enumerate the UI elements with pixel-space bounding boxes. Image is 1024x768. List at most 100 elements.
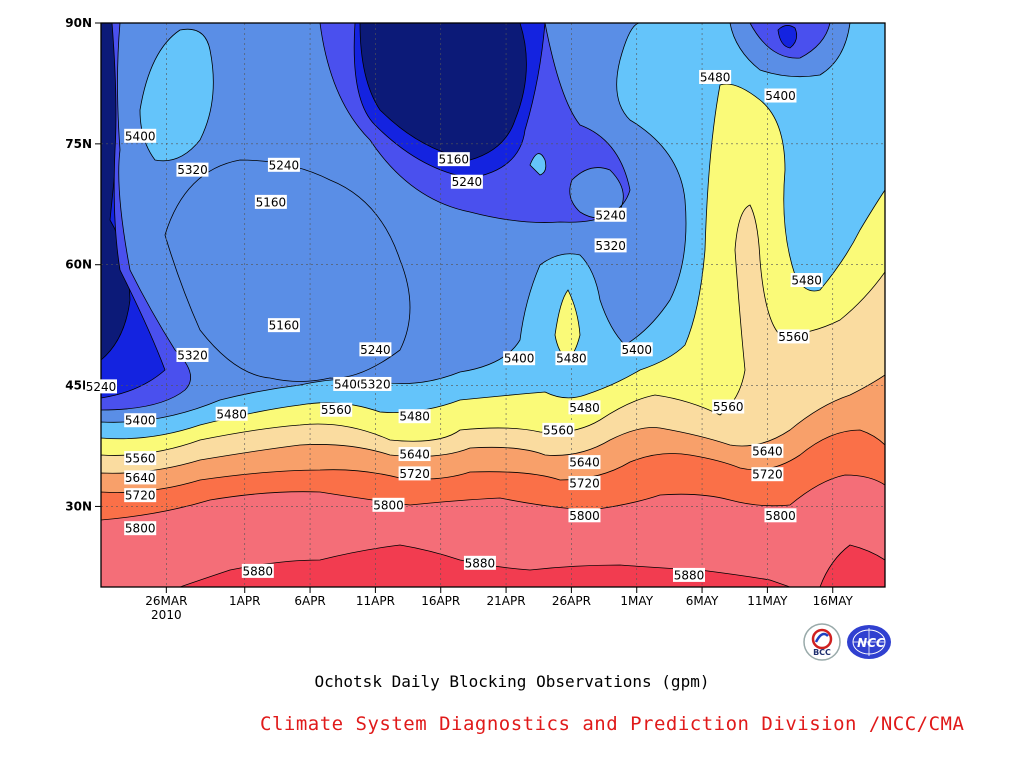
contour-label: 5400 — [504, 352, 535, 366]
contour-label-box — [124, 488, 157, 503]
x-tick-label: 11MAY — [747, 594, 788, 608]
contour-label-box — [542, 422, 575, 437]
contour-label: 5240 — [86, 380, 117, 394]
contour-label: 5480 — [399, 410, 430, 424]
contour-label: 5240 — [452, 175, 483, 189]
y-tick-label: 90N — [65, 16, 92, 30]
grid-lines — [101, 23, 885, 587]
contour-label-box — [437, 152, 470, 167]
contour-label: 5320 — [360, 377, 391, 391]
contour-label-box — [124, 128, 157, 143]
x-tick-label: 21APR — [487, 594, 526, 608]
contour-label: 5640 — [752, 444, 783, 458]
x-tick-sub-label: 2010 — [151, 608, 182, 622]
contour-band-5400-dot2 — [777, 25, 798, 49]
contour-label: 5400 — [125, 414, 156, 428]
contour-label: 5880 — [674, 568, 705, 582]
contour-label-box — [673, 567, 705, 582]
contour-label-box — [594, 238, 627, 253]
x-tick-label: 6MAY — [686, 594, 719, 608]
contour-label: 5160 — [256, 195, 287, 209]
chart-title: Ochotsk Daily Blocking Observations (gpm… — [314, 672, 710, 691]
contour-label-box — [254, 194, 287, 209]
x-tick-label: 1APR — [229, 594, 260, 608]
x-tick-label: 1MAY — [620, 594, 653, 608]
contour-label-box — [764, 88, 797, 103]
contour-label: 5480 — [569, 401, 600, 415]
plot-frame — [100, 22, 886, 588]
contour-label: 5160 — [439, 153, 470, 167]
y-tick-label: 75N — [65, 137, 92, 151]
contour-label: 5720 — [752, 468, 783, 482]
contour-label-box — [555, 351, 588, 366]
contour-label-box — [124, 451, 157, 466]
contour-label-box — [85, 379, 117, 394]
ncc-logo-graphic: NCC — [847, 625, 891, 659]
contour-label-box — [333, 376, 366, 391]
contour-label-box — [124, 470, 157, 485]
contour-label-box — [712, 399, 745, 414]
contour-label-box — [398, 447, 431, 462]
contour-label: 5800 — [125, 522, 156, 536]
contour-label-box — [568, 508, 601, 523]
contour-label: 5560 — [713, 400, 744, 414]
contour-label-box — [568, 400, 601, 415]
contour-label: 5240 — [360, 343, 391, 357]
credit-line: Climate System Diagnostics and Predictio… — [260, 713, 965, 735]
contour-label: 5800 — [569, 509, 600, 523]
contour-label: 5720 — [399, 467, 430, 481]
x-tick-label: 16APR — [421, 594, 460, 608]
contour-label-box — [398, 466, 431, 481]
contour-label: 5480 — [216, 407, 247, 421]
contour-label: 5560 — [778, 330, 809, 344]
contour-label: 5560 — [125, 452, 156, 466]
bcc-logo-text: BCC — [813, 648, 831, 657]
contour-label: 5720 — [125, 489, 156, 503]
contour-label: 5320 — [177, 348, 208, 362]
contour-label-box — [359, 376, 392, 391]
contour-label: 5640 — [569, 456, 600, 470]
contour-label-box — [267, 318, 300, 333]
contour-label: 5320 — [595, 239, 626, 253]
contour-label-box — [699, 69, 732, 84]
contour-label-box — [359, 342, 392, 357]
y-tick-label: 30N — [65, 499, 92, 513]
contour-label: 5800 — [373, 498, 404, 512]
x-tick-label: 11APR — [356, 594, 395, 608]
contour-label-box — [790, 273, 823, 288]
contour-label: 5640 — [399, 448, 430, 462]
contour-label-box — [215, 406, 248, 421]
contour-label: 5240 — [595, 208, 626, 222]
contour-label: 5320 — [177, 163, 208, 177]
contour-label: 5400 — [621, 343, 652, 357]
contour-label: 5400 — [125, 129, 156, 143]
ncc-logo-text: NCC — [857, 636, 885, 650]
contour-label-box — [751, 467, 784, 482]
contour-label-box — [764, 508, 797, 523]
contour-label: 5560 — [321, 403, 352, 417]
contour-band-5800 — [101, 474, 885, 587]
contour-label-box — [176, 347, 209, 362]
contour-label-box — [620, 342, 653, 357]
contour-label: 5160 — [269, 319, 300, 333]
contour-label-box — [398, 409, 431, 424]
contour-label-box — [124, 521, 157, 536]
contour-label-box — [463, 555, 496, 570]
contour-label: 5880 — [465, 556, 496, 570]
contour-label-box — [568, 476, 601, 491]
x-tick-label: 26MAR — [145, 594, 187, 608]
contour-label: 5400 — [334, 377, 365, 391]
contour-label-box — [241, 563, 274, 578]
contour-label: 5240 — [269, 158, 300, 172]
contour-fill-layer — [101, 23, 885, 587]
contour-label-box — [594, 207, 627, 222]
contour-label-box — [568, 455, 601, 470]
bcc-logo-icon: BCC — [802, 622, 842, 662]
contour-label-box — [176, 162, 209, 177]
contour-label: 5480 — [556, 352, 587, 366]
contour-label-box — [450, 174, 483, 189]
contour-label: 5560 — [543, 423, 574, 437]
x-tick-label: 6APR — [294, 594, 325, 608]
